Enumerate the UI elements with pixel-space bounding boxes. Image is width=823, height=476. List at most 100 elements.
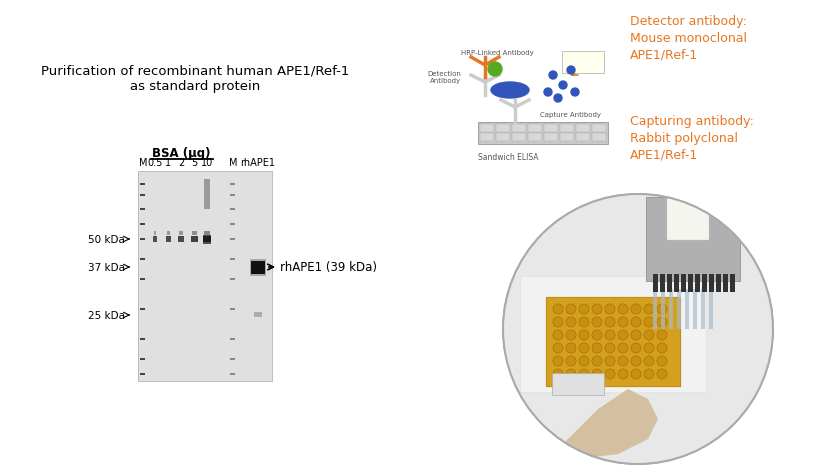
Text: 1: 1 xyxy=(165,158,171,168)
Bar xyxy=(140,338,145,340)
FancyBboxPatch shape xyxy=(520,277,706,392)
Bar xyxy=(480,125,494,133)
Circle shape xyxy=(553,317,563,327)
Circle shape xyxy=(618,369,628,379)
Circle shape xyxy=(553,369,563,379)
FancyBboxPatch shape xyxy=(562,52,604,74)
Bar xyxy=(140,358,145,360)
Circle shape xyxy=(567,67,575,75)
Circle shape xyxy=(605,317,615,327)
Circle shape xyxy=(644,369,654,379)
Bar xyxy=(496,134,510,142)
FancyBboxPatch shape xyxy=(546,298,680,386)
Circle shape xyxy=(592,317,602,327)
Bar xyxy=(730,275,735,292)
Circle shape xyxy=(579,356,589,366)
Bar xyxy=(560,134,574,142)
Bar xyxy=(512,125,526,133)
Bar xyxy=(203,236,211,245)
Circle shape xyxy=(605,369,615,379)
Circle shape xyxy=(618,304,628,314)
Bar xyxy=(254,312,262,317)
Bar xyxy=(230,278,235,280)
Circle shape xyxy=(579,304,589,314)
Bar xyxy=(667,275,672,292)
Bar xyxy=(576,125,590,133)
Bar xyxy=(140,195,145,197)
Circle shape xyxy=(631,356,641,366)
Bar xyxy=(723,275,728,292)
Bar xyxy=(660,275,665,292)
Circle shape xyxy=(657,356,667,366)
Circle shape xyxy=(579,317,589,327)
Circle shape xyxy=(566,304,576,314)
Bar xyxy=(154,231,156,236)
Text: 25 kDa: 25 kDa xyxy=(88,310,125,320)
Bar xyxy=(653,289,657,329)
Ellipse shape xyxy=(491,83,529,99)
Bar xyxy=(191,237,198,242)
Circle shape xyxy=(566,330,576,340)
Bar xyxy=(503,195,773,464)
Circle shape xyxy=(566,343,576,353)
Circle shape xyxy=(544,89,552,97)
Circle shape xyxy=(549,72,557,80)
FancyBboxPatch shape xyxy=(646,198,740,281)
Bar xyxy=(677,289,681,329)
Text: rhAPE1: rhAPE1 xyxy=(240,158,276,168)
Bar xyxy=(153,237,157,242)
Circle shape xyxy=(579,369,589,379)
Circle shape xyxy=(657,330,667,340)
Circle shape xyxy=(605,304,615,314)
Circle shape xyxy=(592,343,602,353)
Bar xyxy=(178,237,184,242)
Bar xyxy=(230,195,235,197)
Circle shape xyxy=(657,330,667,340)
Text: 37 kDa: 37 kDa xyxy=(88,262,125,272)
Text: Detection
Antibody: Detection Antibody xyxy=(427,71,461,84)
Bar xyxy=(695,275,700,292)
Circle shape xyxy=(657,304,667,314)
Text: Sandwich ELISA: Sandwich ELISA xyxy=(477,153,538,162)
Bar xyxy=(204,231,210,236)
Bar xyxy=(140,208,145,210)
Circle shape xyxy=(592,369,602,379)
Circle shape xyxy=(618,317,628,327)
Circle shape xyxy=(631,343,641,353)
Circle shape xyxy=(618,356,628,366)
Bar xyxy=(204,179,210,209)
Text: BSA (μg): BSA (μg) xyxy=(151,147,210,159)
Circle shape xyxy=(631,356,641,366)
Circle shape xyxy=(605,317,615,327)
Circle shape xyxy=(503,195,773,464)
Circle shape xyxy=(566,317,576,327)
Circle shape xyxy=(644,369,654,379)
Circle shape xyxy=(657,317,667,327)
Text: rhAPE1 (39 kDa): rhAPE1 (39 kDa) xyxy=(280,261,377,274)
Circle shape xyxy=(631,317,641,327)
Text: HRP: HRP xyxy=(489,68,501,72)
Circle shape xyxy=(566,369,576,379)
Circle shape xyxy=(592,317,602,327)
Circle shape xyxy=(579,369,589,379)
Circle shape xyxy=(644,356,654,366)
Bar xyxy=(688,275,693,292)
Text: Capture Antibody: Capture Antibody xyxy=(540,112,601,118)
Circle shape xyxy=(553,369,563,379)
Circle shape xyxy=(553,304,563,314)
Bar xyxy=(709,289,713,329)
Circle shape xyxy=(559,82,567,90)
Bar xyxy=(192,231,197,236)
Circle shape xyxy=(618,343,628,353)
Circle shape xyxy=(579,330,589,340)
Bar xyxy=(576,134,590,142)
Circle shape xyxy=(618,317,628,327)
Circle shape xyxy=(605,343,615,353)
Circle shape xyxy=(631,304,641,314)
Bar xyxy=(138,172,272,381)
Text: Target Protein: Target Protein xyxy=(481,88,538,94)
Bar xyxy=(203,237,211,242)
Bar xyxy=(544,134,558,142)
Circle shape xyxy=(605,330,615,340)
Circle shape xyxy=(657,317,667,327)
